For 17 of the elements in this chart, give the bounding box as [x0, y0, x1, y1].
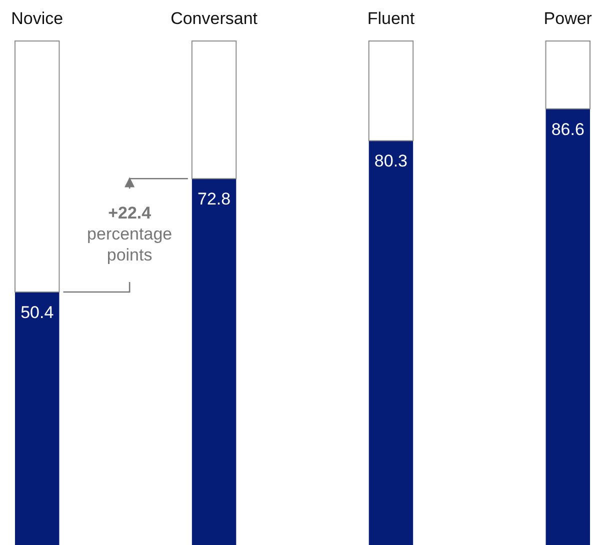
data-label: 72.8: [197, 190, 231, 209]
data-label: 80.3: [374, 152, 408, 171]
x-tick-label: Novice: [11, 9, 64, 28]
bar: [191, 40, 237, 180]
bar: [368, 40, 414, 142]
bar: [546, 108, 590, 545]
x-tick-label: Conversant: [170, 9, 258, 28]
bar: [368, 140, 414, 545]
bar: [545, 40, 590, 110]
annotation: +22.4 percentage points: [87, 204, 172, 265]
data-label: 50.4: [20, 302, 54, 322]
bar: [14, 40, 60, 292]
data-label: 86.6: [551, 120, 584, 139]
x-tick-label: Power: [544, 9, 592, 28]
bar: [192, 178, 236, 545]
x-tick-label: Fluent: [367, 9, 415, 28]
bar: [15, 292, 60, 545]
